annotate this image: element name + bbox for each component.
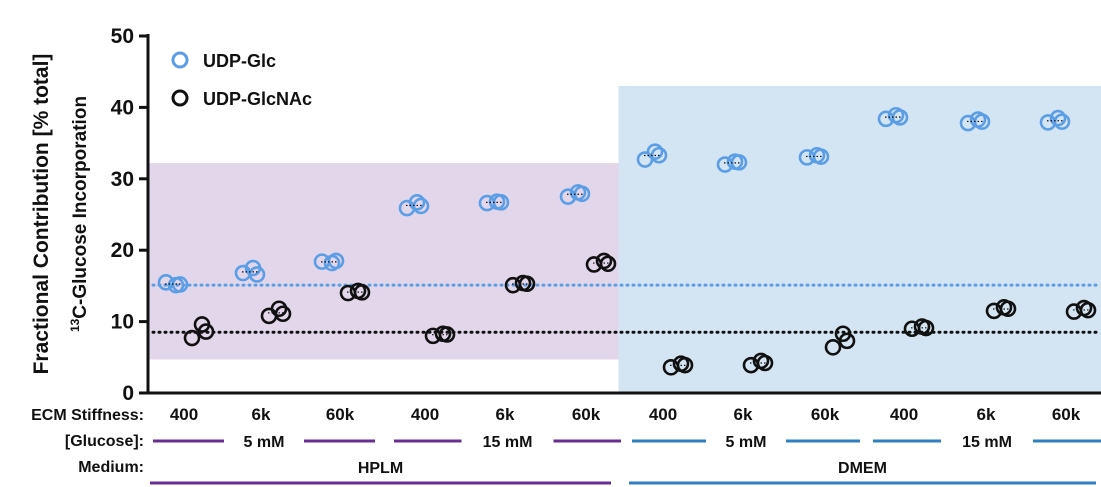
glucose-annotations: 5 mM 15 mM 5 mM 15 mM [153, 434, 1101, 451]
y-tick-label: 30 [111, 168, 134, 191]
row-label-stiffness: ECM Stiffness: [31, 407, 144, 424]
data-point [599, 255, 617, 273]
y-tick-label: 20 [111, 239, 134, 262]
x-tick-label: 400 [411, 405, 439, 424]
x-tick-label: 6k [977, 405, 996, 424]
x-tick-label: 6k [496, 405, 515, 424]
medium-label: HPLM [358, 460, 403, 477]
glucose-label: 5 mM [244, 434, 285, 451]
data-point [1049, 109, 1067, 127]
legend: UDP-Glc UDP-GlcNAc [171, 51, 312, 109]
x-tick-label: 400 [649, 405, 677, 424]
shaded-region-hplm [149, 163, 619, 360]
reference-lines [151, 283, 1101, 334]
x-tick-label: 400 [890, 405, 918, 424]
x-tick-label: 60k [811, 405, 840, 424]
medium-annotations: HPLM DMEM [150, 460, 1096, 485]
y-axis-label-line1: Fractional Contribution [% total] [30, 54, 53, 375]
data-point [646, 143, 664, 160]
legend-label-udp-glc: UDP-Glc [203, 51, 276, 71]
x-tick-label: 400 [170, 405, 198, 424]
y-tick-label: 10 [111, 311, 134, 334]
data-point [408, 194, 426, 211]
y-tick-label: 50 [111, 25, 134, 48]
glucose-label: 15 mM [483, 434, 533, 451]
data-point [1053, 113, 1071, 130]
x-tick-label: 60k [572, 405, 601, 424]
row-label-medium: Medium: [78, 459, 144, 476]
data-point [327, 252, 345, 270]
x-tick-label: 6k [252, 405, 271, 424]
y-axis-label-line2: 13C-Glucose Incorporation [68, 96, 91, 332]
legend-marker-udp-glcnac [171, 89, 189, 107]
glucose-label: 15 mM [962, 434, 1012, 451]
legend-marker-udp-glc [171, 51, 189, 69]
x-tick-label: 60k [326, 405, 355, 424]
y-axis-label-superscript: 13 [68, 318, 82, 332]
row-label-glucose: [Glucose]: [65, 433, 144, 450]
data-points [157, 106, 1097, 376]
x-tick-labels: 400 6k 60k 400 6k 60k 400 6k 60k 400 6k 60k [170, 405, 1081, 424]
medium-label: DMEM [838, 460, 887, 477]
series-udp-glcnac [183, 252, 1097, 376]
legend-label-udp-glcnac: UDP-GlcNAc [203, 89, 312, 109]
glucose-label: 5 mM [726, 434, 767, 451]
data-point [274, 305, 292, 323]
series-udp-glc [157, 106, 1071, 294]
x-tick-label: 6k [734, 405, 753, 424]
shaded-regions [149, 85, 1101, 393]
x-tick-label: 60k [1052, 405, 1081, 424]
shaded-region-dmem [618, 85, 1101, 393]
axes [146, 34, 1101, 395]
y-axis-label-line2-text: C-Glucose Incorporation [70, 96, 91, 319]
y-ticks: 0 10 20 30 40 50 [111, 25, 148, 405]
data-point [248, 266, 266, 283]
y-tick-label: 0 [122, 382, 134, 405]
y-tick-label: 40 [111, 96, 134, 119]
